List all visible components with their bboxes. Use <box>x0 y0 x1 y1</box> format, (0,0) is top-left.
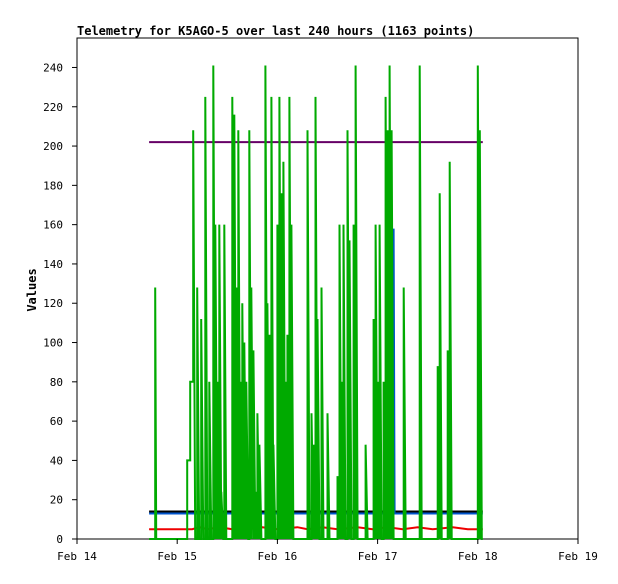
x-tick-label-5: Feb 19 <box>558 550 598 563</box>
y-tick-label-10: 200 <box>43 140 63 153</box>
x-tick-label-2: Feb 16 <box>258 550 298 563</box>
y-tick-label-11: 220 <box>43 101 63 114</box>
series-layer <box>149 65 483 540</box>
y-tick-label-4: 80 <box>50 376 63 389</box>
y-tick-label-5: 100 <box>43 337 63 350</box>
y-tick-label-9: 180 <box>43 179 63 192</box>
chart-title: Telemetry for K5AGO-5 over last 240 hour… <box>77 24 474 38</box>
series-line-4 <box>149 65 483 540</box>
x-tick-label-3: Feb 17 <box>358 550 398 563</box>
x-tick-label-1: Feb 15 <box>157 550 197 563</box>
y-tick-label-1: 20 <box>50 494 63 507</box>
x-tick-label-0: Feb 14 <box>57 550 97 563</box>
y-tick-label-8: 160 <box>43 219 63 232</box>
axis-layer: 0 20 40 60 80 100 120 140 160 180 200 220 240 Feb 14 F… <box>43 61 598 563</box>
y-tick-label-6: 120 <box>43 297 63 310</box>
y-tick-label-3: 60 <box>50 415 63 428</box>
x-tick-label-4: Feb 18 <box>458 550 498 563</box>
y-tick-label-0: 0 <box>56 533 63 546</box>
y-tick-label-2: 40 <box>50 454 63 467</box>
y-tick-label-12: 240 <box>43 61 63 74</box>
y-axis-label: Values <box>25 268 39 311</box>
y-tick-label-7: 140 <box>43 258 63 271</box>
